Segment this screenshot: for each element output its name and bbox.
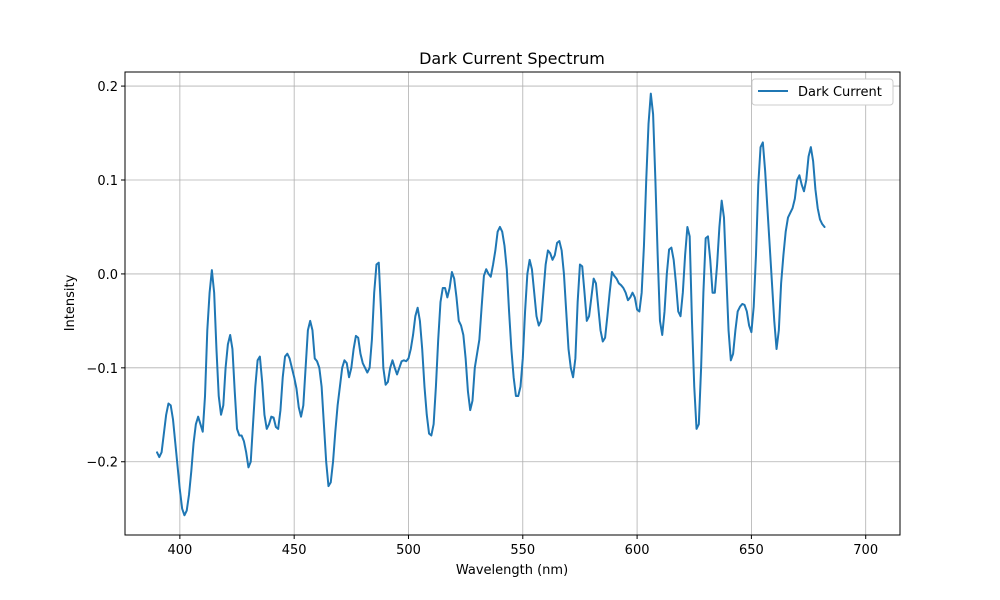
series-line-dark-current — [156, 92, 826, 517]
y-tick-label: 0.2 — [97, 80, 118, 95]
x-tick-label: 600 — [625, 543, 650, 558]
legend-label: Dark Current — [798, 85, 882, 100]
y-axis: −0.2 −0.1 0.0 0.1 0.2 — [86, 80, 125, 471]
legend-box — [751, 78, 894, 106]
x-axis-label: Wavelength (nm) — [456, 563, 568, 578]
chart-title: Dark Current Spectrum — [419, 49, 605, 68]
series-layer — [156, 92, 826, 517]
x-tick-label: 650 — [739, 543, 764, 558]
plot-frame — [124, 71, 901, 536]
x-tick-label: 400 — [167, 543, 192, 558]
y-tick-label: 0.0 — [97, 268, 118, 283]
y-tick-label: −0.1 — [86, 362, 118, 377]
y-axis-label: Intensity — [63, 274, 78, 331]
y-tick-label: −0.2 — [86, 456, 118, 471]
x-tick-label: 550 — [510, 543, 535, 558]
x-axis: 400 450 500 550 600 650 700 — [167, 535, 878, 558]
x-tick-label: 500 — [396, 543, 421, 558]
x-tick-label: 700 — [853, 543, 878, 558]
legend: Dark Current — [751, 78, 894, 106]
y-tick-label: 0.1 — [97, 174, 118, 189]
x-tick-label: 450 — [282, 543, 307, 558]
